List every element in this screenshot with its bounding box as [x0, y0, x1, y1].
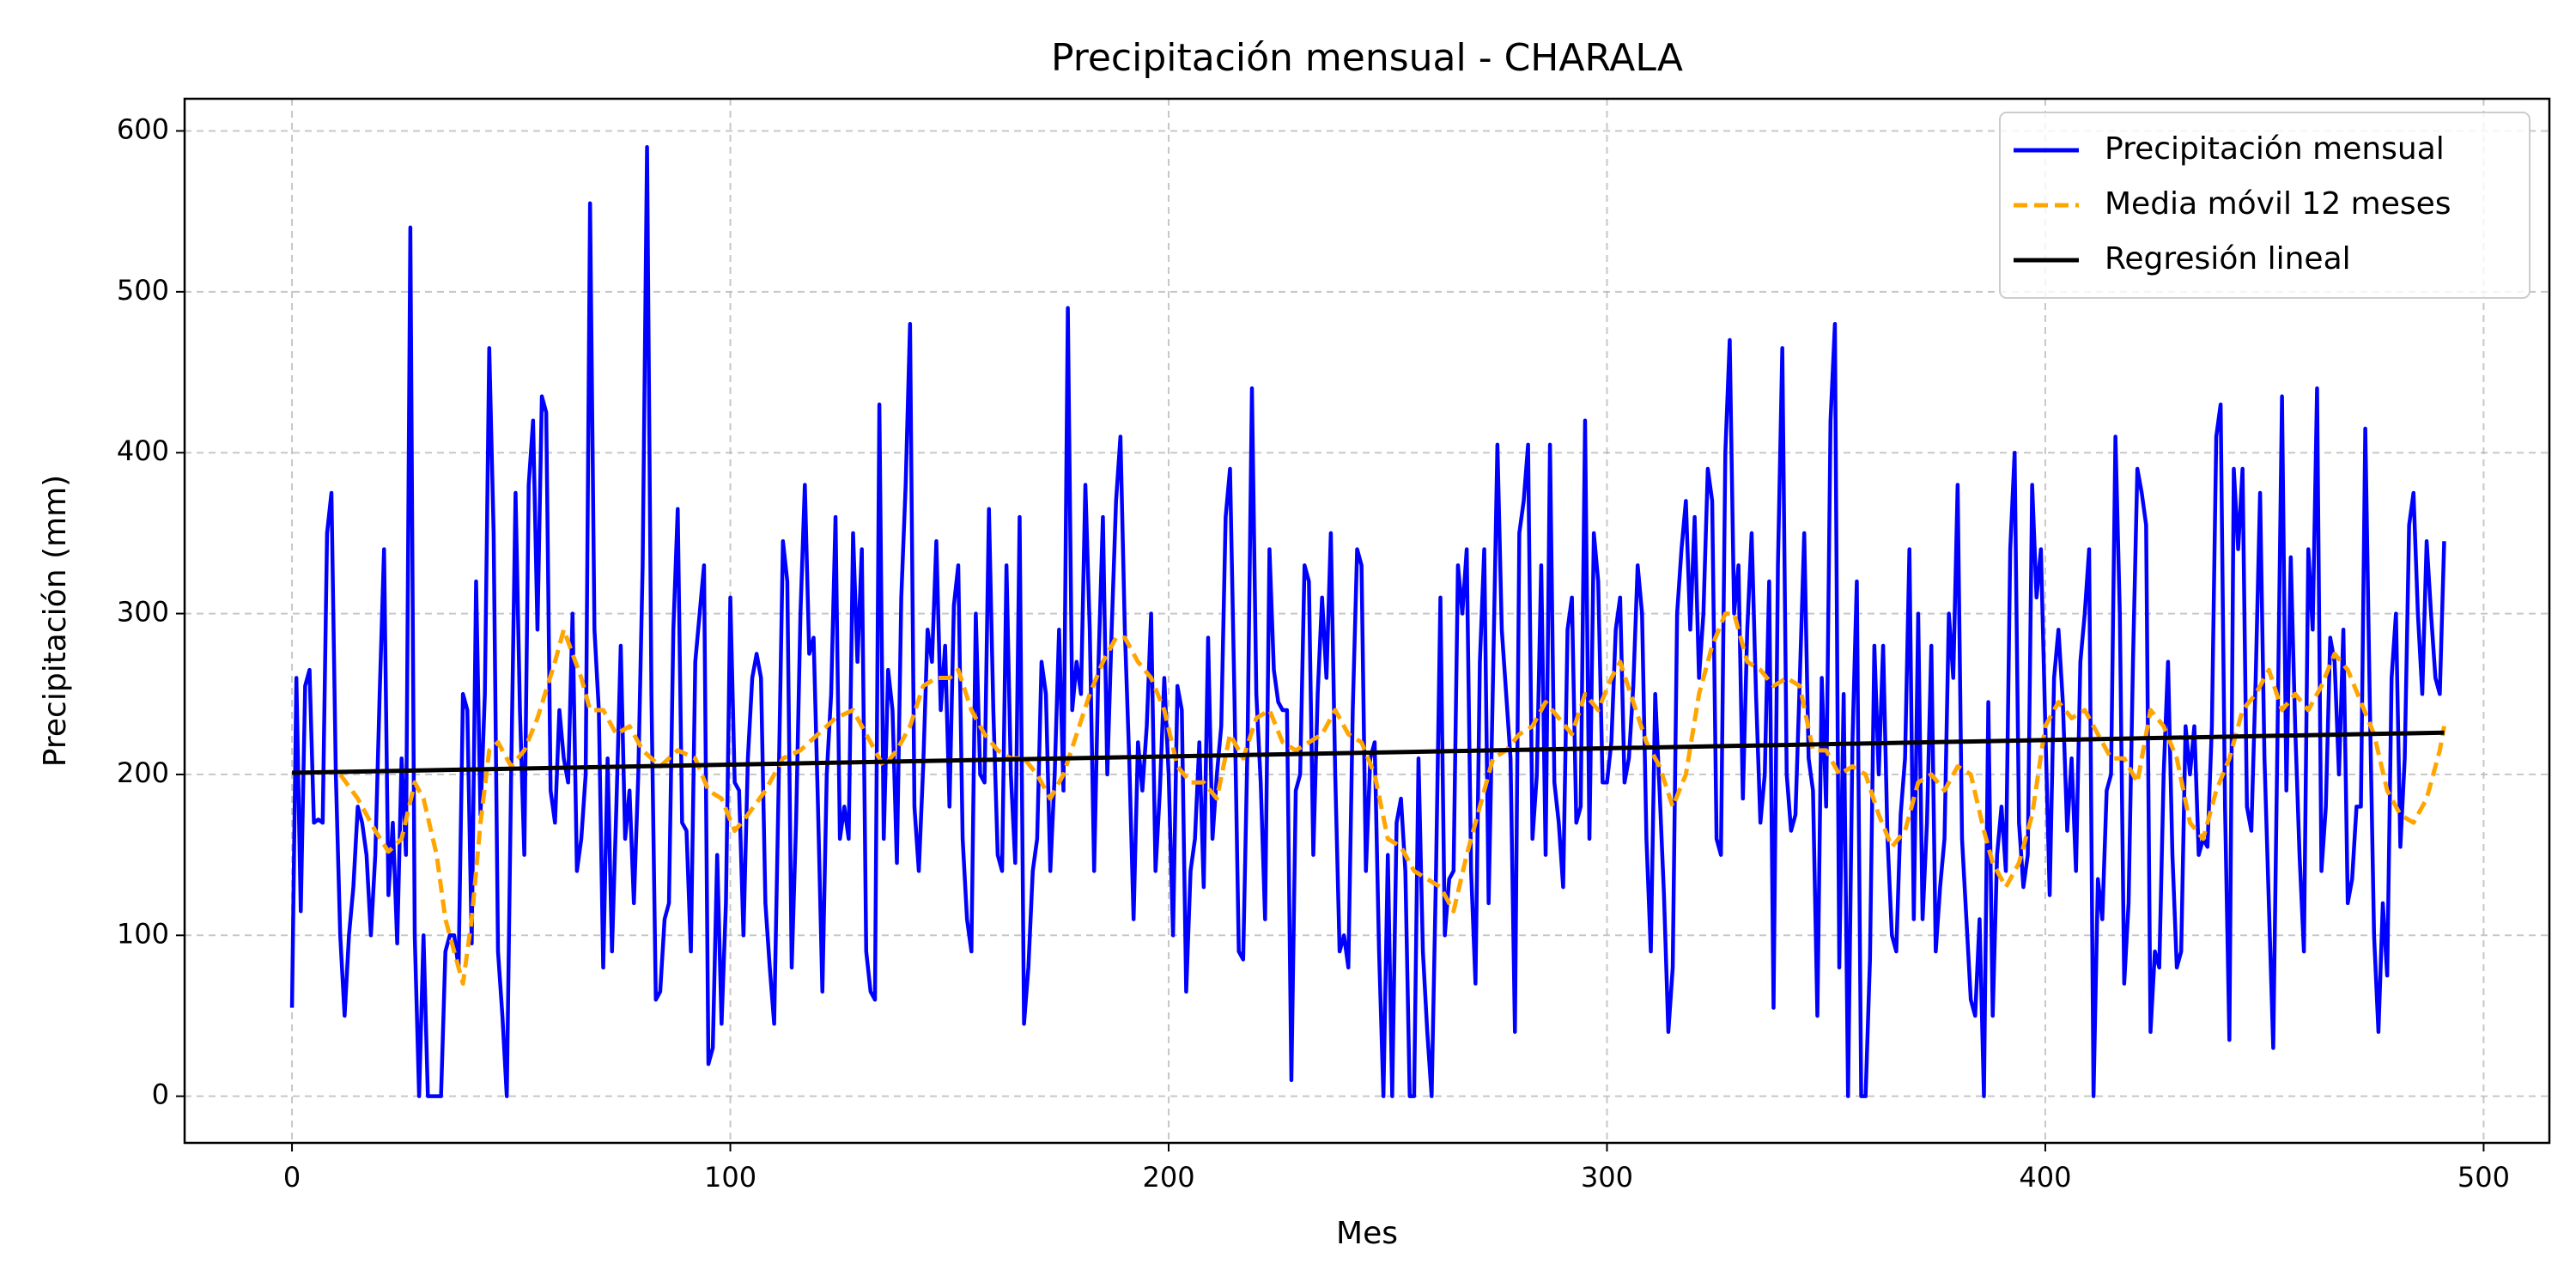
legend-label: Precipitación mensual: [2105, 131, 2445, 167]
legend-box: [1999, 112, 2530, 299]
x-axis-label: Mes: [1336, 1216, 1398, 1251]
x-tick-label: 100: [704, 1161, 756, 1194]
x-tick-label: 400: [2019, 1161, 2071, 1194]
y-tick-label: 0: [152, 1078, 169, 1111]
x-tick-label: 300: [1581, 1161, 1633, 1194]
y-tick-label: 100: [117, 917, 169, 950]
x-tick-label: 0: [283, 1161, 301, 1194]
series-line: [292, 730, 2445, 775]
series-line: [289, 144, 2446, 1098]
y-tick-label: 400: [117, 434, 169, 467]
y-axis-label: Precipitación (mm): [38, 475, 73, 767]
y-tick-label: 200: [117, 756, 169, 789]
y-tick-label: 500: [117, 274, 169, 307]
chart-title: Precipitación mensual - CHARALA: [1051, 36, 1683, 80]
y-tick-label: 300: [117, 596, 169, 629]
y-tick-label: 600: [117, 112, 169, 145]
x-tick-label: 500: [2458, 1161, 2510, 1194]
legend-label: Regresión lineal: [2105, 241, 2351, 276]
x-tick-label: 200: [1142, 1161, 1194, 1194]
plot-frame: [183, 97, 2551, 1145]
legend-label: Media móvil 12 meses: [2105, 186, 2451, 222]
